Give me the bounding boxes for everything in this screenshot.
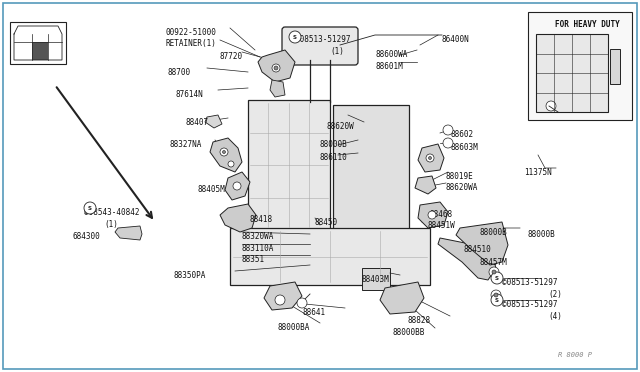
Text: 88351: 88351: [242, 255, 265, 264]
Text: 88457M: 88457M: [480, 258, 508, 267]
Circle shape: [275, 295, 285, 305]
Text: ©08513-51297: ©08513-51297: [295, 35, 351, 44]
Circle shape: [233, 182, 241, 190]
Text: 88418: 88418: [250, 215, 273, 224]
Text: 88000B: 88000B: [480, 228, 508, 237]
Polygon shape: [380, 282, 424, 314]
Bar: [230, 228, 430, 285]
Bar: [32, 42, 48, 60]
Text: FOR HEAVY DUTY: FOR HEAVY DUTY: [555, 20, 620, 29]
Text: 88601M: 88601M: [376, 62, 404, 71]
Text: S: S: [495, 276, 499, 280]
Polygon shape: [418, 202, 448, 228]
Text: 88000BA: 88000BA: [278, 323, 310, 332]
Bar: [10, 22, 66, 64]
Text: 88000B: 88000B: [528, 230, 556, 239]
Text: S: S: [88, 205, 92, 211]
Text: 88000BB: 88000BB: [393, 328, 426, 337]
Text: (2): (2): [548, 290, 562, 299]
Circle shape: [443, 138, 453, 148]
Bar: [536, 34, 608, 112]
Polygon shape: [258, 50, 295, 82]
Circle shape: [223, 151, 225, 154]
Circle shape: [297, 298, 307, 308]
Circle shape: [489, 267, 499, 277]
Text: 886110: 886110: [320, 153, 348, 162]
Text: S: S: [495, 298, 499, 302]
Bar: [248, 100, 330, 230]
Polygon shape: [270, 80, 285, 97]
Text: 88405M: 88405M: [198, 185, 226, 194]
Bar: [528, 12, 632, 120]
Bar: [333, 105, 410, 230]
Text: 88327NA: 88327NA: [170, 140, 202, 149]
Text: 87720: 87720: [220, 52, 243, 61]
Circle shape: [491, 294, 503, 306]
Circle shape: [428, 211, 436, 219]
Circle shape: [228, 161, 234, 167]
Polygon shape: [210, 138, 242, 172]
Text: 88620WA: 88620WA: [446, 183, 478, 192]
Text: (1): (1): [330, 47, 344, 56]
Text: 88603M: 88603M: [451, 143, 479, 152]
Polygon shape: [115, 226, 142, 240]
Text: 88602: 88602: [451, 130, 474, 139]
Circle shape: [84, 202, 96, 214]
Text: R 8000 P: R 8000 P: [558, 352, 592, 358]
Polygon shape: [438, 238, 496, 280]
Text: ©08543-40842: ©08543-40842: [84, 208, 140, 217]
Text: RETAINER(1): RETAINER(1): [165, 39, 216, 48]
Text: 88641: 88641: [303, 308, 326, 317]
Bar: [610, 49, 620, 84]
FancyBboxPatch shape: [282, 27, 358, 65]
Circle shape: [426, 154, 434, 162]
Polygon shape: [418, 144, 444, 172]
Circle shape: [546, 101, 556, 111]
Polygon shape: [220, 204, 256, 232]
Circle shape: [289, 31, 301, 43]
Text: 88468: 88468: [430, 210, 453, 219]
Text: 11375N: 11375N: [524, 168, 552, 177]
Text: 88451W: 88451W: [428, 221, 456, 230]
Text: 86400N: 86400N: [442, 35, 470, 44]
Polygon shape: [264, 282, 302, 310]
Bar: [362, 268, 390, 290]
Circle shape: [491, 272, 503, 284]
Text: 88019E: 88019E: [446, 172, 474, 181]
Circle shape: [494, 293, 498, 297]
Text: S: S: [293, 35, 297, 39]
Text: 00922-51000: 00922-51000: [165, 28, 216, 37]
Text: 883110A: 883110A: [242, 244, 275, 253]
Circle shape: [272, 64, 280, 72]
Text: (1): (1): [104, 220, 118, 229]
Text: 88828: 88828: [408, 316, 431, 325]
Circle shape: [443, 125, 453, 135]
Text: 87614N: 87614N: [175, 90, 203, 99]
Polygon shape: [456, 222, 508, 265]
Text: 884510: 884510: [464, 245, 492, 254]
Text: (4): (4): [548, 312, 562, 321]
Circle shape: [220, 148, 228, 156]
Text: 88620W: 88620W: [327, 122, 355, 131]
Text: ©08513-51297: ©08513-51297: [502, 300, 557, 309]
Circle shape: [492, 270, 496, 274]
Text: 88000B: 88000B: [320, 140, 348, 149]
Text: 88600WA: 88600WA: [376, 50, 408, 59]
Circle shape: [429, 157, 431, 160]
Text: ©08513-51297: ©08513-51297: [502, 278, 557, 287]
Text: 88320WA: 88320WA: [242, 232, 275, 241]
Text: 88450: 88450: [315, 218, 338, 227]
Text: 88700: 88700: [168, 68, 191, 77]
Text: 88407: 88407: [185, 118, 208, 127]
Circle shape: [491, 290, 501, 300]
Polygon shape: [225, 172, 250, 200]
Text: 684300: 684300: [72, 232, 100, 241]
Text: 88350PA: 88350PA: [173, 271, 205, 280]
Text: 88403M: 88403M: [362, 275, 390, 284]
Polygon shape: [205, 115, 222, 128]
Polygon shape: [415, 176, 436, 194]
Circle shape: [274, 66, 278, 70]
